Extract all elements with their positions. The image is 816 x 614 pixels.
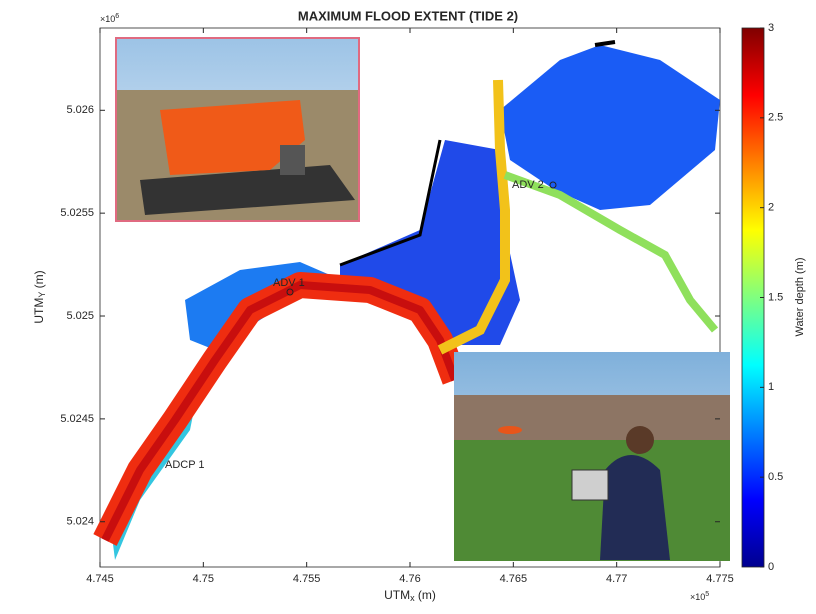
colorbar-tick-label: 0	[768, 561, 774, 573]
x-axis-label-unit: (m)	[415, 588, 436, 602]
colorbar-tick-label: 3	[768, 22, 774, 34]
x-multiplier-base: ×10	[690, 592, 705, 602]
x-tick-label: 4.765	[500, 573, 528, 585]
x-tick-label: 4.775	[706, 573, 734, 585]
chart-title: MAXIMUM FLOOD EXTENT (TIDE 2)	[298, 8, 518, 23]
y-axis-label: UTMY (m)	[32, 270, 47, 323]
y-tick-label: 5.026	[66, 104, 94, 116]
x-tick-label: 4.75	[193, 573, 214, 585]
x-tick-label: 4.755	[293, 573, 321, 585]
drone-photo	[116, 38, 359, 221]
y-multiplier: ×106	[100, 13, 119, 25]
colorbar-tick-label: 0.5	[768, 471, 783, 483]
x-tick-label: 4.76	[399, 573, 420, 585]
y-tick-label: 5.0255	[60, 207, 94, 219]
annotation: ADV 2	[512, 179, 544, 191]
x-multiplier: ×105	[690, 591, 709, 603]
colorbar-tick-label: 1	[768, 381, 774, 393]
colorbar-tick-label: 2.5	[768, 112, 783, 124]
field-photo	[454, 352, 730, 561]
annotation: ADCP 1	[165, 459, 205, 471]
y-multiplier-exponent: 6	[115, 13, 119, 20]
y-axis-label-unit: (m)	[32, 270, 46, 291]
y-tick-label: 5.0245	[60, 413, 94, 425]
y-axis-label-main: UTM	[32, 298, 46, 324]
x-axis-label-main: UTM	[384, 588, 410, 602]
annotation: ADV 1	[273, 277, 305, 289]
colorbar-label: Water depth (m)	[794, 257, 806, 336]
x-multiplier-exponent: 5	[705, 591, 709, 598]
x-tick-label: 4.77	[606, 573, 627, 585]
figure: ADV 2 ADV 1 ADCP 1 MAXIMUM FLOOD EXTENT …	[0, 0, 816, 609]
colorbar-tick-label: 2	[768, 202, 774, 214]
y-tick-label: 5.024	[66, 516, 94, 528]
y-tick-label: 5.025	[66, 310, 94, 322]
x-axis-label: UTMx (m)	[384, 588, 436, 603]
x-tick-label: 4.745	[86, 573, 114, 585]
colorbar-tick-label: 1.5	[768, 291, 783, 303]
y-multiplier-base: ×10	[100, 14, 115, 24]
